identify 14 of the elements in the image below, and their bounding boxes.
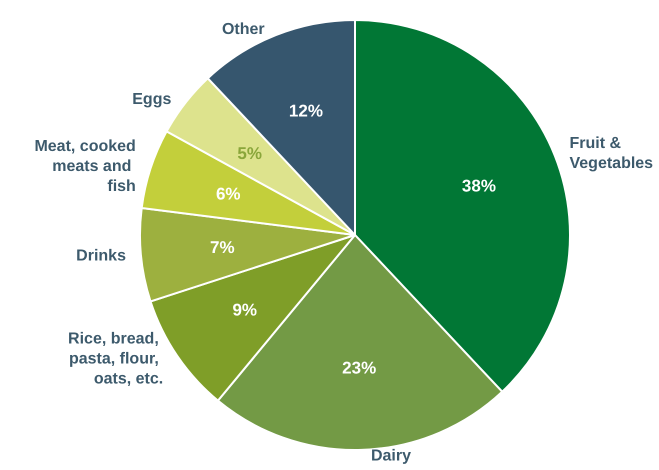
slice-label: Eggs <box>132 91 172 108</box>
data-label: 9% <box>232 300 258 320</box>
slice-label: Drinks <box>76 247 126 264</box>
data-label: 7% <box>210 238 235 258</box>
slice-label: Fruit & Vegetables <box>569 135 654 172</box>
data-label: 6% <box>216 184 241 204</box>
data-label: 12% <box>288 102 323 121</box>
data-label: 23% <box>342 358 376 378</box>
slice-label: Other <box>222 21 265 38</box>
data-label: 5% <box>237 144 262 163</box>
slice-label: Rice, bread, pasta, flour, oats, etc. <box>68 330 164 388</box>
slice-label: Dairy <box>370 447 412 464</box>
slice-label: Meat, cooked meats and fish <box>34 138 136 196</box>
data-label: 38% <box>462 176 496 196</box>
